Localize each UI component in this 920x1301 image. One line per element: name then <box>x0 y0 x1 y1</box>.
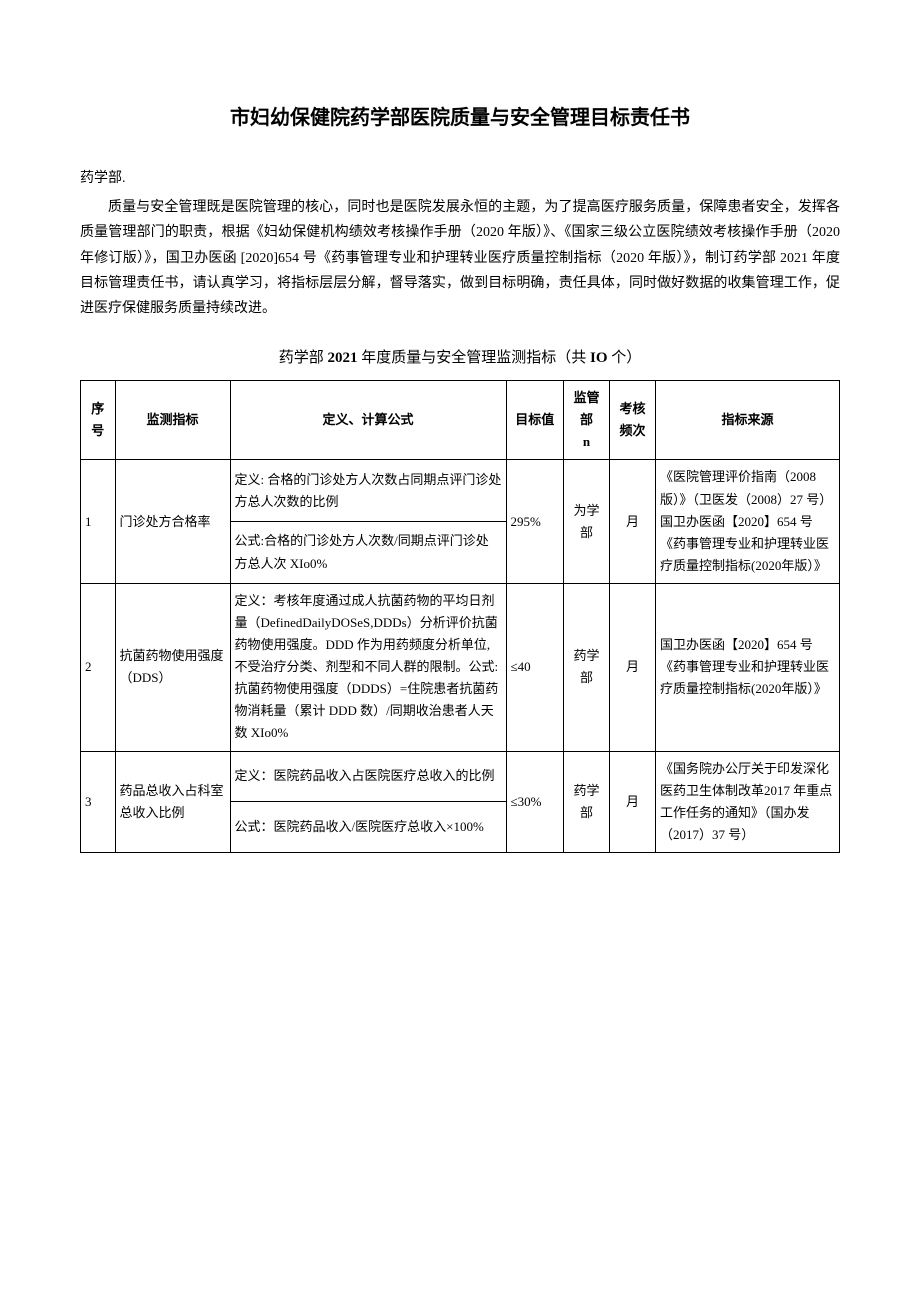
cell-dept: 为学部 <box>564 460 610 583</box>
th-seq: 序号 <box>81 381 116 460</box>
cell-indicator: 抗菌药物使用强度（DDS） <box>115 583 230 751</box>
cell-source: 《医院管理评价指南（2008 版）》（卫医发（2008）27 号）国卫办医函【2… <box>656 460 840 583</box>
dept-line: 药学部. <box>80 166 840 191</box>
subtitle-year: 2021 <box>327 350 357 366</box>
cell-def1: 定义：考核年度通过成人抗菌药物的平均日剂量（DefinedDailyDOSeS,… <box>230 583 506 751</box>
cell-def2: 公式:合格的门诊处方人次数/同期点评门诊处方总人次 XIo0% <box>230 522 506 584</box>
cell-seq: 3 <box>81 751 116 852</box>
th-freq-l2: 频次 <box>614 420 651 442</box>
table-header-row: 序号 监测指标 定义、计算公式 目标值 监管 部 n 考核 频次 指标来源 <box>81 381 840 460</box>
cell-source: 国卫办医函【2020】654 号《药事管理专业和护理转业医疗质量控制指标(202… <box>656 583 840 751</box>
th-dept: 监管 部 n <box>564 381 610 460</box>
cell-source: 《国务院办公厅关于印发深化医药卫生体制改革2017 年重点工作任务的通知》（国办… <box>656 751 840 852</box>
th-dept-l3: n <box>568 431 605 453</box>
cell-seq: 1 <box>81 460 116 583</box>
table-row: 1 门诊处方合格率 定义: 合格的门诊处方人次数占同期点评门诊处方总人次数的比例… <box>81 460 840 522</box>
cell-def1: 定义：医院药品收入占医院医疗总收入的比例 <box>230 751 506 802</box>
cell-target: ≤40 <box>506 583 564 751</box>
th-indicator: 监测指标 <box>115 381 230 460</box>
th-source: 指标来源 <box>656 381 840 460</box>
subtitle-suffix: 个） <box>608 350 642 366</box>
th-freq-l1: 考核 <box>614 398 651 420</box>
table-row: 3 药品总收入占科室总收入比例 定义：医院药品收入占医院医疗总收入的比例 ≤30… <box>81 751 840 802</box>
cell-dept: 药学部 <box>564 751 610 852</box>
th-def: 定义、计算公式 <box>230 381 506 460</box>
cell-seq: 2 <box>81 583 116 751</box>
subtitle-mid: 年度质量与安全管理监测指标（共 <box>357 350 590 366</box>
th-freq: 考核 频次 <box>610 381 656 460</box>
page-title: 市妇幼保健院药学部医院质量与安全管理目标责任书 <box>80 100 840 136</box>
cell-freq: 月 <box>610 460 656 583</box>
cell-freq: 月 <box>610 583 656 751</box>
cell-target: 295% <box>506 460 564 583</box>
cell-indicator: 药品总收入占科室总收入比例 <box>115 751 230 852</box>
cell-target: ≤30% <box>506 751 564 852</box>
table-subtitle: 药学部 2021 年度质量与安全管理监测指标（共 IO 个） <box>80 345 840 372</box>
subtitle-prefix: 药学部 <box>279 350 328 366</box>
indicator-table: 序号 监测指标 定义、计算公式 目标值 监管 部 n 考核 频次 指标来源 1 … <box>80 380 840 853</box>
cell-def1: 定义: 合格的门诊处方人次数占同期点评门诊处方总人次数的比例 <box>230 460 506 522</box>
cell-indicator: 门诊处方合格率 <box>115 460 230 583</box>
th-target: 目标值 <box>506 381 564 460</box>
subtitle-count: IO <box>590 350 608 366</box>
th-dept-l2: 部 <box>568 409 605 431</box>
cell-freq: 月 <box>610 751 656 852</box>
intro-paragraph: 质量与安全管理既是医院管理的核心，同时也是医院发展永恒的主题，为了提高医疗服务质… <box>80 195 840 321</box>
cell-def2: 公式：医院药品收入/医院医疗总收入×100% <box>230 802 506 853</box>
cell-dept: 药学部 <box>564 583 610 751</box>
th-dept-l1: 监管 <box>568 387 605 409</box>
table-row: 2 抗菌药物使用强度（DDS） 定义：考核年度通过成人抗菌药物的平均日剂量（De… <box>81 583 840 751</box>
